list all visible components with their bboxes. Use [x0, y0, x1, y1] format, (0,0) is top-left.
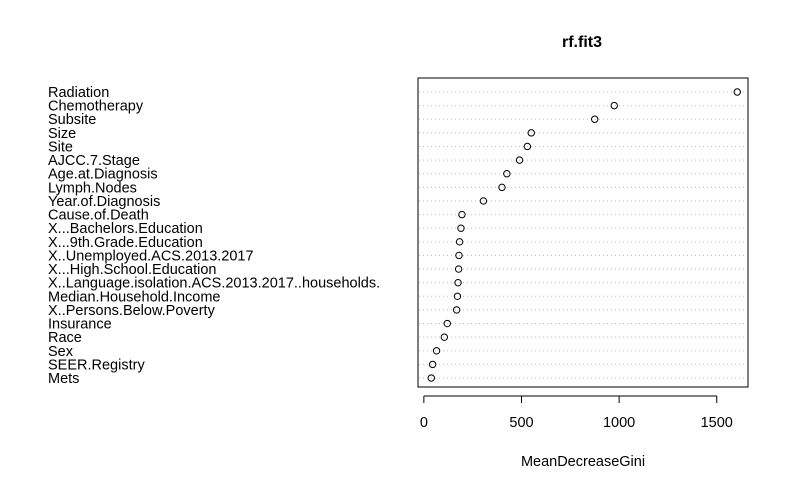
- row-label: Insurance: [48, 317, 112, 333]
- row-labels: RadiationChemotherapySubsiteSizeSiteAJCC…: [48, 85, 380, 387]
- data-point: [453, 292, 462, 300]
- data-point: [503, 170, 511, 178]
- row-label: Radiation: [48, 85, 109, 101]
- data-point: [452, 306, 461, 314]
- data-point: [610, 101, 618, 110]
- row-label: X...Bachelors.Education: [48, 221, 203, 237]
- row-label: Median.Household.Income: [48, 289, 221, 305]
- data-point: [432, 347, 441, 355]
- row-label: X...9th.Grade.Education: [48, 235, 203, 251]
- data-point: [454, 265, 463, 273]
- data-point: [455, 251, 463, 260]
- row-label: AJCC.7.Stage: [48, 153, 140, 169]
- row-label: Year.of.Diagnosis: [48, 194, 160, 210]
- row-label: X..Unemployed.ACS.2013.2017: [48, 248, 254, 264]
- x-tick-label: 1500: [701, 415, 733, 431]
- plot-box: [417, 77, 749, 388]
- data-point: [479, 197, 488, 205]
- chart-title: rf.fit3: [562, 34, 602, 51]
- data-point: [440, 333, 449, 341]
- x-tick-label: 1000: [603, 415, 635, 431]
- data-point: [457, 224, 465, 232]
- row-label: Site: [48, 139, 73, 155]
- row-label: X...High.School.Education: [48, 262, 216, 278]
- row-label: X..Language.isolation.ACS.2013.2017..hou…: [48, 276, 380, 292]
- data-point: [523, 142, 532, 151]
- data-point: [428, 360, 437, 369]
- row-label: Mets: [48, 371, 79, 387]
- data-point: [455, 238, 464, 246]
- data-point: [527, 129, 535, 137]
- x-axis: 0 500 1000 1500: [420, 395, 733, 431]
- row-label: Size: [48, 126, 76, 142]
- x-tick-label: 0: [420, 415, 428, 431]
- data-point: [443, 319, 451, 328]
- row-label: Cause.of.Death: [48, 208, 149, 224]
- row-label: Sex: [48, 344, 74, 360]
- x-axis-title: MeanDecreaseGini: [521, 454, 645, 470]
- data-point: [454, 278, 462, 287]
- row-label: SEER.Registry: [48, 357, 145, 373]
- row-label: Lymph.Nodes: [48, 180, 137, 196]
- row-label: Chemotherapy: [48, 99, 144, 115]
- data-point: [498, 183, 506, 192]
- data-point: [515, 156, 524, 164]
- data-points: [427, 88, 741, 382]
- row-label: Age.at.Diagnosis: [48, 167, 158, 183]
- x-tick-label: 500: [509, 415, 533, 431]
- grid-lines: [419, 91, 747, 379]
- row-label: X..Persons.Below.Poverty: [48, 303, 216, 319]
- data-point: [458, 210, 466, 219]
- data-point: [427, 374, 435, 382]
- data-point: [733, 88, 741, 96]
- row-label: Subsite: [48, 112, 96, 128]
- data-point: [591, 115, 599, 123]
- row-label: Race: [48, 330, 82, 346]
